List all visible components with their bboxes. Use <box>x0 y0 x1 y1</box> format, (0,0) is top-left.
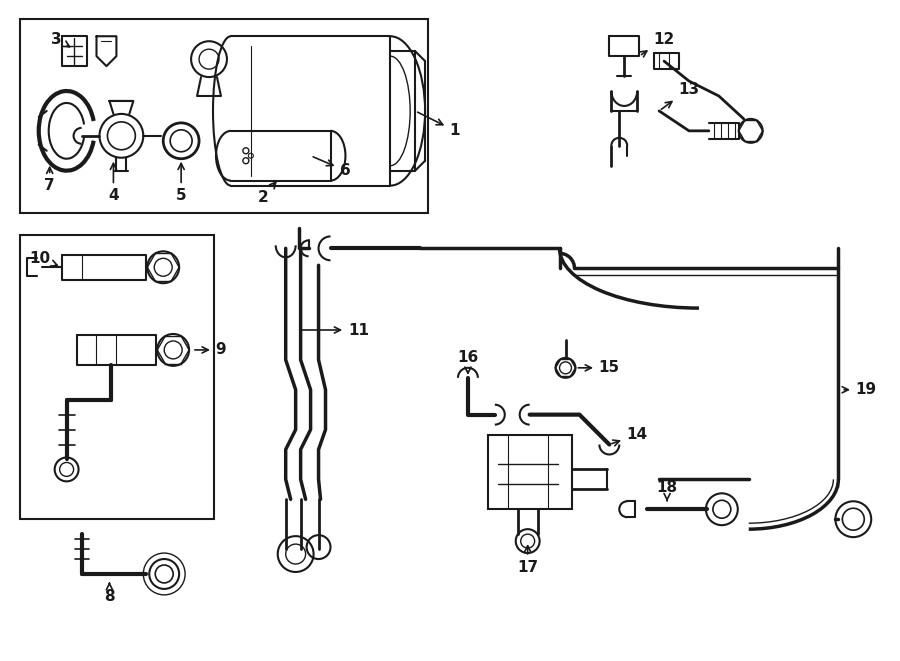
Text: 14: 14 <box>612 427 648 446</box>
Text: 6: 6 <box>313 157 351 178</box>
Text: 15: 15 <box>578 360 620 375</box>
Text: 8: 8 <box>104 583 114 604</box>
Text: 16: 16 <box>457 350 479 373</box>
Text: 12: 12 <box>640 32 675 57</box>
Bar <box>488 434 572 509</box>
Text: 10: 10 <box>29 251 58 266</box>
Text: 18: 18 <box>656 480 678 500</box>
Text: 1: 1 <box>418 112 460 138</box>
Text: 17: 17 <box>518 546 538 574</box>
Text: 13: 13 <box>662 81 699 109</box>
Text: 2: 2 <box>257 182 275 205</box>
Text: 3: 3 <box>51 32 69 47</box>
Text: 19: 19 <box>842 382 877 397</box>
Text: 11: 11 <box>302 323 369 338</box>
Text: 7: 7 <box>44 167 55 193</box>
Bar <box>20 235 214 519</box>
Text: 9: 9 <box>195 342 226 358</box>
Text: 5: 5 <box>176 163 186 203</box>
Bar <box>20 19 428 214</box>
Text: 4: 4 <box>108 163 119 203</box>
